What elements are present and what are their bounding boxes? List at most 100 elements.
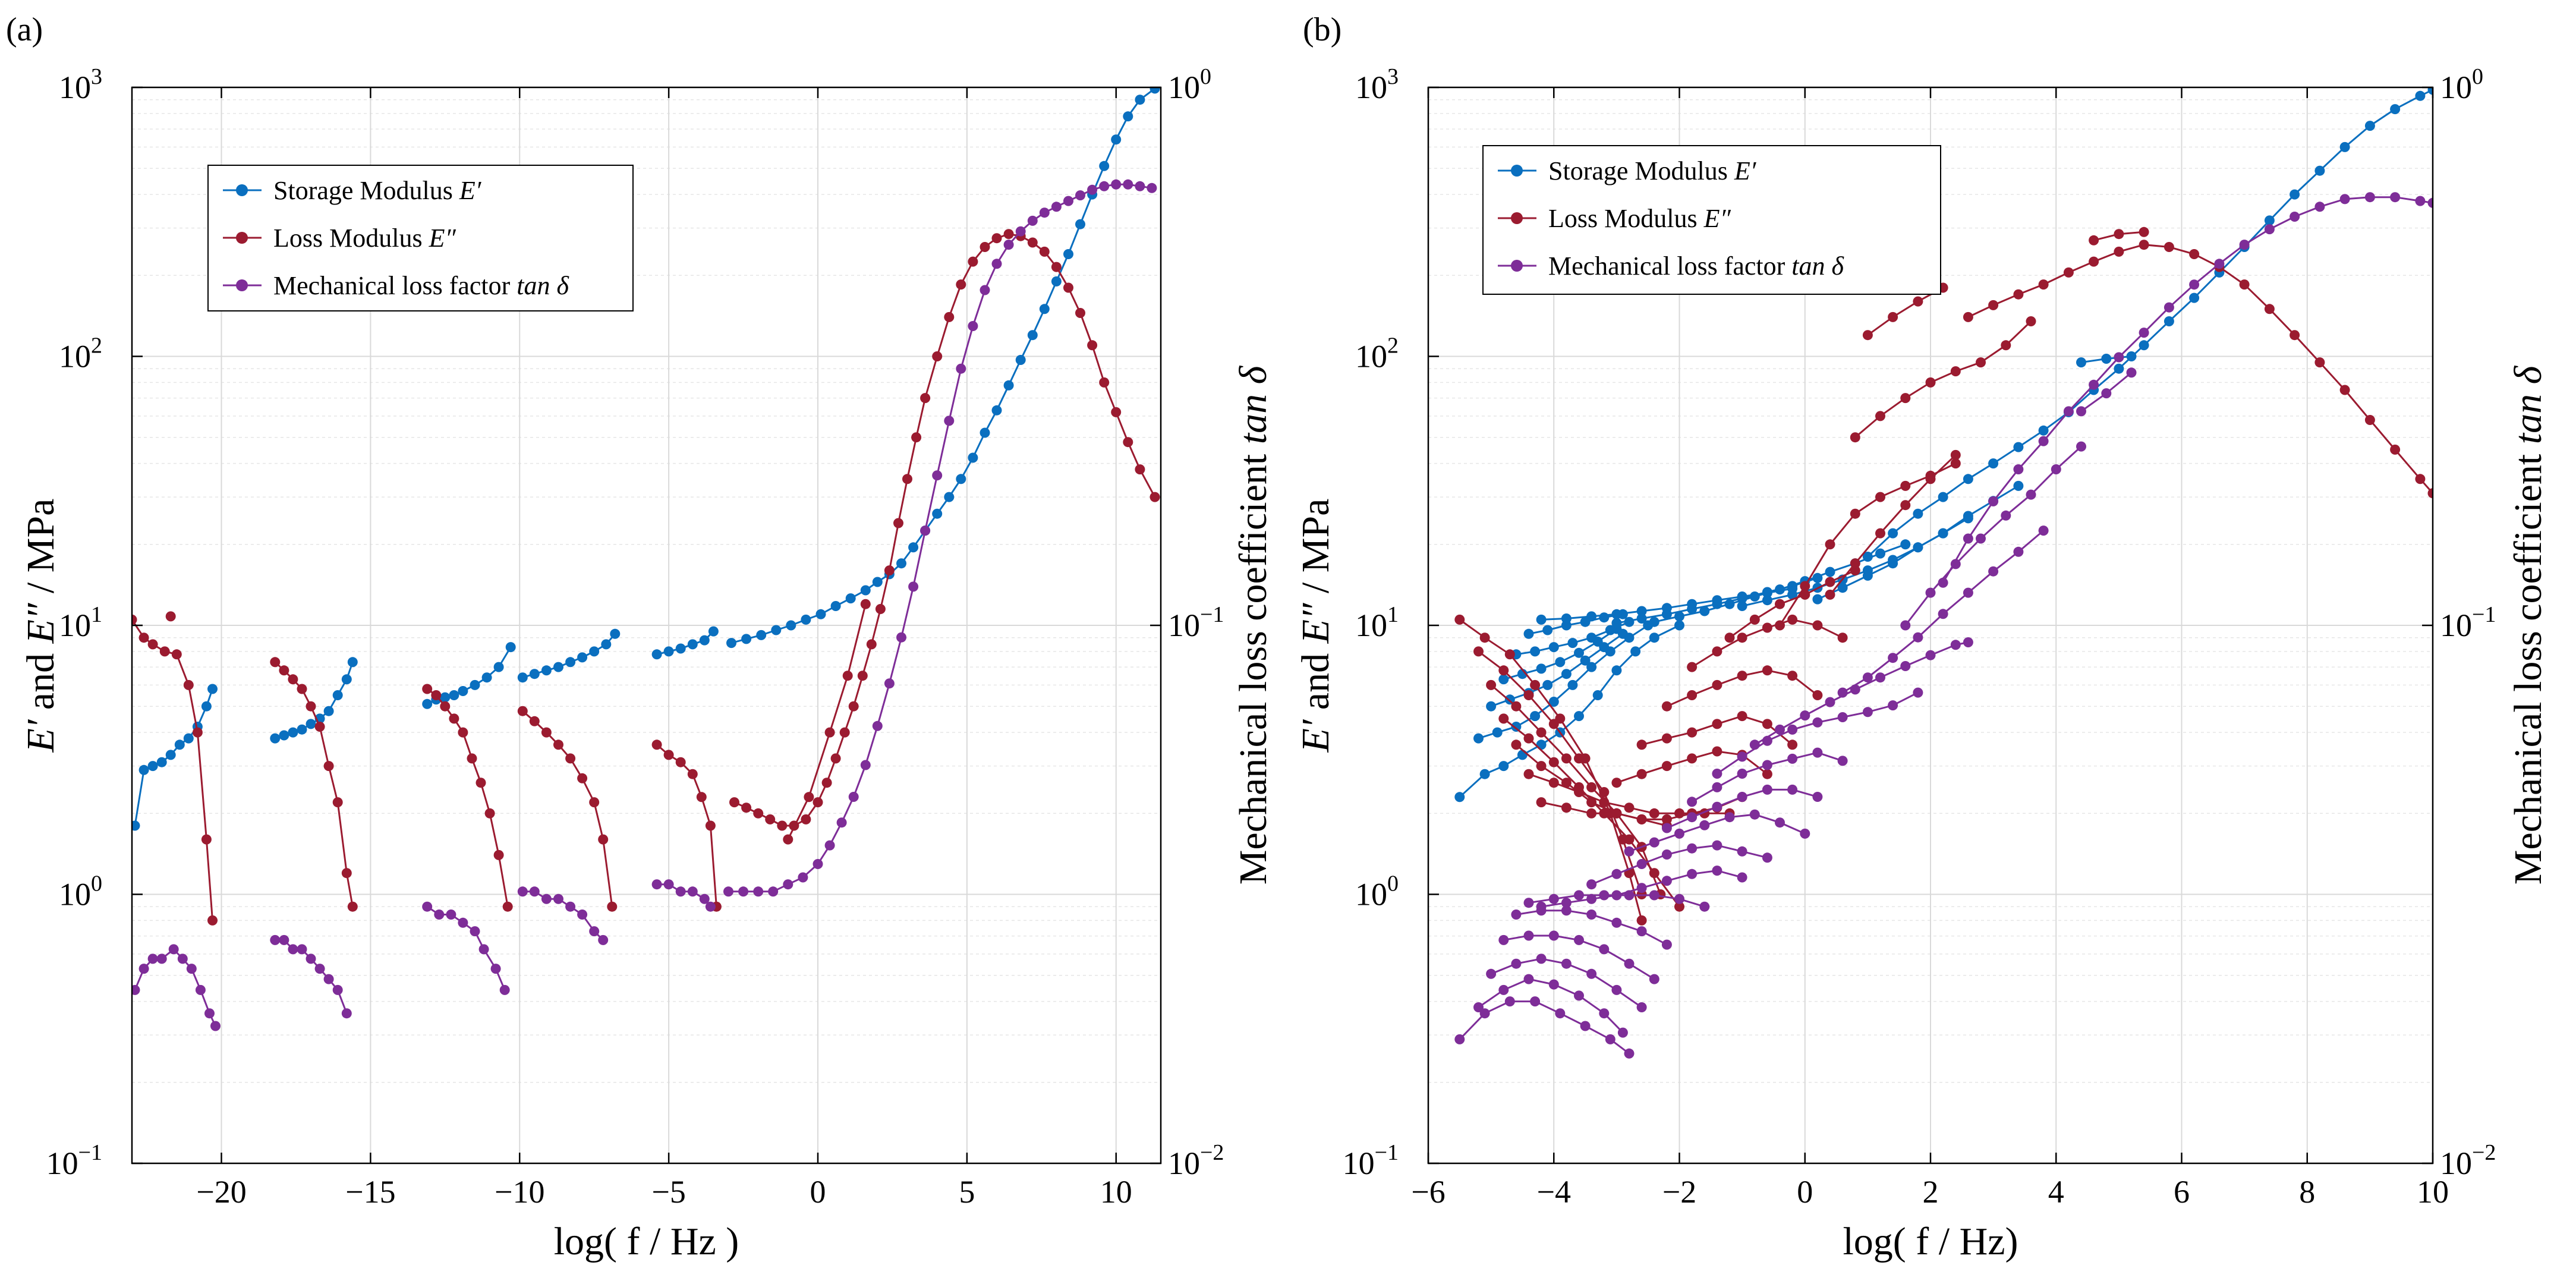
series-storage-point bbox=[2390, 104, 2401, 115]
series-storage-point bbox=[1015, 355, 1026, 365]
series-loss-point bbox=[1875, 492, 1885, 502]
series-storage-point bbox=[422, 698, 433, 709]
x-tick-label: −2 bbox=[1662, 1174, 1696, 1210]
y-tick-label: 103 bbox=[1355, 64, 1399, 105]
series-tan-point bbox=[177, 953, 188, 964]
x-tick-label: 10 bbox=[2417, 1174, 2449, 1210]
series-loss-point bbox=[1486, 679, 1497, 690]
series-tan-point bbox=[1015, 226, 1026, 237]
series-tan-point bbox=[1825, 697, 1835, 707]
series-storage-point bbox=[2415, 90, 2426, 101]
series-loss-point bbox=[884, 565, 895, 576]
series-tan-point bbox=[1555, 1008, 1566, 1019]
series-storage-point bbox=[201, 701, 212, 712]
series-storage-point bbox=[1586, 632, 1597, 643]
series-loss-point bbox=[449, 713, 459, 724]
series-loss-point bbox=[830, 753, 841, 764]
series-loss-point bbox=[1900, 500, 1911, 511]
series-storage-point bbox=[601, 639, 612, 650]
series-loss-point bbox=[2390, 444, 2401, 455]
y2-tick-label-exponent: −1 bbox=[1200, 602, 1224, 627]
series-loss-point bbox=[1712, 746, 1722, 757]
series-storage-point bbox=[2101, 354, 2112, 364]
series-loss-point bbox=[1687, 662, 1698, 672]
series-loss-point bbox=[332, 797, 343, 808]
y2-tick-label-exponent: −2 bbox=[2472, 1140, 2496, 1165]
series-loss-point bbox=[1636, 739, 1647, 750]
series-tan-point bbox=[2390, 192, 2401, 203]
series-tan-point bbox=[1674, 893, 1684, 904]
y2-axis-label-part: Mechanical loss coefficient bbox=[1232, 444, 1275, 885]
series-storage-point bbox=[1599, 612, 1610, 623]
legend-entry-loss: Loss Modulus E″ bbox=[223, 224, 456, 253]
series-loss-point bbox=[598, 834, 609, 845]
y2-tick-label-base: 10 bbox=[2440, 70, 2472, 105]
y-tick-label-base: 10 bbox=[59, 70, 91, 105]
series-tan-point bbox=[2290, 212, 2300, 222]
series-tan-point bbox=[2164, 302, 2174, 313]
series-storage-point bbox=[1624, 616, 1635, 627]
series-tan bbox=[1454, 192, 2433, 1059]
series-tan-point bbox=[1611, 984, 1622, 995]
series-tan-point bbox=[651, 879, 662, 890]
series-tan-point bbox=[2026, 489, 2036, 500]
series-tan-point bbox=[1762, 784, 1772, 795]
series-tan-point bbox=[1636, 926, 1647, 937]
series-loss-point bbox=[1775, 599, 1785, 609]
series-storage-point bbox=[1636, 606, 1647, 616]
series-loss-point bbox=[1624, 834, 1635, 845]
series-tan-point bbox=[2076, 406, 2086, 417]
series-tan-point bbox=[1737, 846, 1747, 857]
series-loss-point bbox=[458, 727, 468, 738]
series-loss-point bbox=[824, 727, 835, 738]
series-tan-point bbox=[2415, 196, 2426, 206]
series-storage-point bbox=[651, 649, 662, 660]
series-storage-point bbox=[872, 577, 883, 587]
y-tick-label: 10−1 bbox=[46, 1140, 102, 1181]
legend-marker bbox=[1511, 165, 1523, 177]
y-tick-label-base: 10 bbox=[46, 1145, 78, 1181]
series-loss-point bbox=[860, 599, 871, 609]
series-loss-point bbox=[1737, 711, 1747, 722]
x-tick-label: −6 bbox=[1411, 1174, 1445, 1210]
series-tan-point bbox=[2001, 510, 2011, 521]
series-loss-point bbox=[1687, 753, 1698, 764]
series-loss-point bbox=[1812, 620, 1823, 631]
series-tan-point bbox=[1075, 190, 1085, 201]
series-loss-point bbox=[1636, 915, 1647, 926]
y-axis-label: E′ and E″ / MPa bbox=[19, 499, 62, 753]
series-loss-point bbox=[502, 901, 513, 912]
series-loss-point bbox=[2013, 289, 2024, 300]
x-tick-label: −10 bbox=[495, 1174, 544, 1210]
x-tick-label: 2 bbox=[1923, 1174, 1939, 1210]
legend-label-text: Mechanical loss factor bbox=[1548, 251, 1791, 281]
series-tan-point bbox=[980, 285, 990, 295]
series-storage-point bbox=[1605, 625, 1615, 635]
series-loss-point bbox=[1850, 558, 1860, 569]
series-tan-point bbox=[663, 879, 674, 890]
series-storage-point bbox=[279, 730, 289, 741]
legend-label: Mechanical loss factor tan δ bbox=[273, 271, 570, 300]
series-tan-point bbox=[1548, 893, 1559, 904]
series-storage-point bbox=[589, 646, 600, 657]
legend-label: Mechanical loss factor tan δ bbox=[1548, 251, 1845, 281]
series-storage-point bbox=[341, 674, 352, 685]
series-tan-point bbox=[1586, 879, 1597, 890]
x-tick-label: −5 bbox=[651, 1174, 685, 1210]
series-storage-point bbox=[1479, 769, 1490, 779]
series-loss-point bbox=[493, 849, 504, 860]
series-tan-point bbox=[1938, 577, 1948, 588]
series-tan-point bbox=[132, 984, 140, 995]
legend-entry-tan: Mechanical loss factor tan δ bbox=[1498, 251, 1845, 281]
series-storage-point bbox=[1517, 750, 1528, 760]
series-loss-point bbox=[801, 814, 811, 824]
series-tan-point bbox=[1599, 944, 1610, 955]
series-storage-point bbox=[1674, 620, 1684, 631]
series-storage-point bbox=[1027, 330, 1038, 341]
series-tan-point bbox=[470, 926, 480, 937]
y-tick-label-base: 10 bbox=[59, 608, 91, 643]
series-loss-point bbox=[1925, 474, 1936, 484]
series-loss-point bbox=[1712, 679, 1722, 690]
series-loss-point bbox=[980, 242, 990, 252]
series-tan-point bbox=[2038, 436, 2049, 446]
